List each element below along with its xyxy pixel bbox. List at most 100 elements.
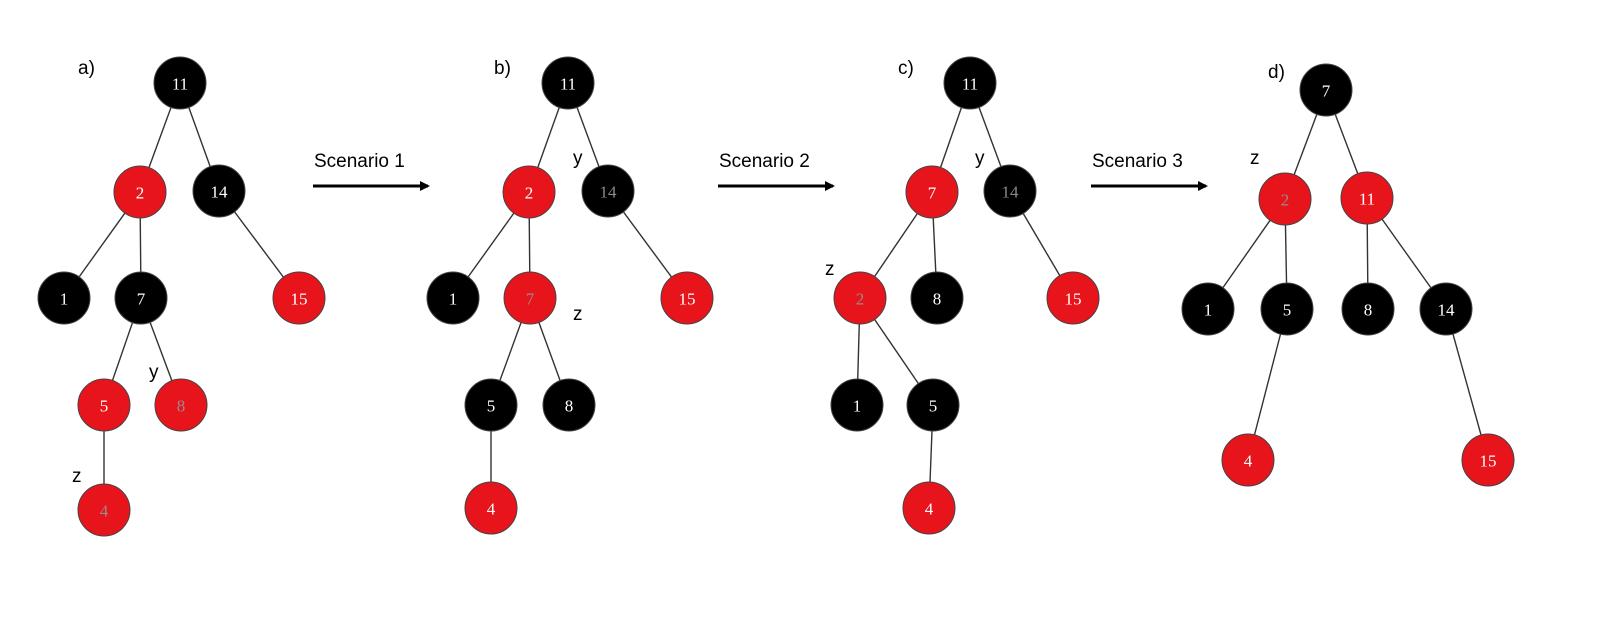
node-circle (77, 378, 131, 432)
node-circle (1260, 282, 1314, 336)
tree-node-14: 14 (983, 164, 1037, 218)
tree-node-11: 11 (1340, 171, 1394, 225)
node-circle (905, 165, 959, 219)
tree-node-1: 1 (830, 378, 884, 432)
tree-node-2: 2 (833, 271, 887, 325)
tree-node-11: 11 (153, 56, 207, 110)
tree-node-4: 4 (77, 483, 131, 537)
tree-node-5: 5 (464, 378, 518, 432)
node-circle (1419, 282, 1473, 336)
node-circle (503, 271, 557, 325)
node-circle (542, 378, 596, 432)
node-value: 1 (853, 397, 862, 416)
node-circle (153, 56, 207, 110)
scenario-label: Scenario 3 (1092, 151, 1183, 172)
node-value: 8 (177, 397, 186, 416)
tree-node-1: 1 (1181, 282, 1235, 336)
node-value: 11 (560, 75, 576, 94)
panel-label: a) (78, 58, 95, 79)
node-circle (1299, 63, 1353, 117)
node-circle (902, 481, 956, 535)
tree-node-15: 15 (272, 271, 326, 325)
node-circle (983, 164, 1037, 218)
marker-y: y (975, 148, 985, 169)
node-value: 14 (1438, 301, 1456, 320)
node-circle (830, 378, 884, 432)
node-value: 4 (100, 502, 109, 521)
marker-z: z (573, 304, 583, 325)
node-circle (1461, 433, 1515, 487)
node-value: 11 (962, 75, 978, 94)
tree-node-2: 2 (502, 165, 556, 219)
tree-node-2: 2 (113, 165, 167, 219)
tree-node-1: 1 (37, 271, 91, 325)
node-value: 5 (1283, 301, 1292, 320)
tree-node-7: 7 (1299, 63, 1353, 117)
node-value: 8 (1364, 301, 1373, 320)
scenario-arrow-1: Scenario 1 (313, 151, 430, 191)
node-circle (464, 481, 518, 535)
node-circle (833, 271, 887, 325)
node-circle (192, 164, 246, 218)
node-circle (502, 165, 556, 219)
scenario-label: Scenario 2 (719, 151, 810, 172)
node-circle (1221, 433, 1275, 487)
node-value: 4 (1244, 452, 1253, 471)
node-value: 1 (449, 290, 458, 309)
node-value: 4 (925, 500, 934, 519)
node-value: 5 (487, 397, 496, 416)
panel-label: c) (898, 58, 914, 79)
node-value: 14 (600, 183, 618, 202)
node-value: 1 (1204, 301, 1213, 320)
node-circle (1181, 282, 1235, 336)
node-circle (910, 271, 964, 325)
node-value: 15 (679, 290, 696, 309)
tree-node-11: 11 (943, 56, 997, 110)
node-circle (1340, 171, 1394, 225)
node-value: 5 (929, 397, 938, 416)
node-circle (1258, 172, 1312, 226)
tree-node-5: 5 (77, 378, 131, 432)
node-value: 7 (137, 290, 146, 309)
marker-z: z (825, 259, 835, 280)
tree-panel-d: d)72 111 5 8 144 15z (1181, 62, 1515, 487)
tree-node-7: 7 (114, 271, 168, 325)
node-value: 11 (172, 75, 188, 94)
marker-z: z (72, 466, 82, 487)
node-value: 7 (526, 290, 535, 309)
node-value: 8 (565, 397, 574, 416)
tree-panel-b: b) 11 2 14 1 7 15 5 8 4 y z (426, 56, 714, 535)
node-circle (114, 271, 168, 325)
tree-node-8: 8 (1341, 282, 1395, 336)
node-value: 14 (211, 183, 229, 202)
node-circle (113, 165, 167, 219)
node-circle (37, 271, 91, 325)
node-value: 15 (1065, 290, 1082, 309)
tree-node-14: 14 (192, 164, 246, 218)
node-value: 4 (487, 500, 496, 519)
tree-node-1: 1 (426, 271, 480, 325)
node-value: 1 (60, 290, 69, 309)
node-value: 11 (1359, 190, 1375, 209)
node-circle (581, 164, 635, 218)
tree-node-4: 4 (464, 481, 518, 535)
node-circle (660, 271, 714, 325)
node-circle (906, 378, 960, 432)
tree-node-14: 14 (1419, 282, 1473, 336)
node-circle (77, 483, 131, 537)
node-value: 7 (928, 184, 937, 203)
node-value: 2 (525, 184, 534, 203)
node-circle (154, 378, 208, 432)
tree-node-7: 7 (503, 271, 557, 325)
tree-node-15: 15 (1461, 433, 1515, 487)
node-circle (541, 56, 595, 110)
node-value: 2 (856, 290, 865, 309)
node-circle (426, 271, 480, 325)
node-circle (272, 271, 326, 325)
node-value: 2 (136, 184, 145, 203)
tree-node-8: 8 (542, 378, 596, 432)
node-value: 15 (1480, 452, 1497, 471)
tree-node-11: 11 (541, 56, 595, 110)
